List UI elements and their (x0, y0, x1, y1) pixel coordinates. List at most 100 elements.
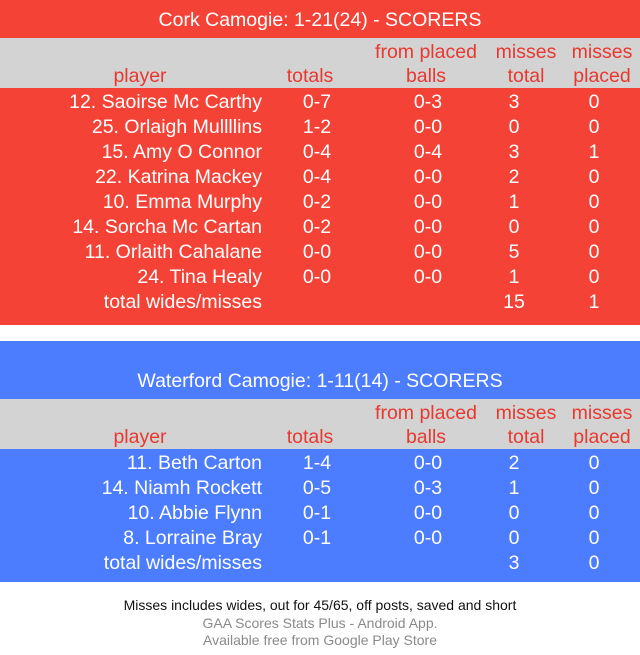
header-totals: totals (286, 65, 334, 87)
player-misses-placed: 0 (588, 216, 600, 238)
player-misses-total: 1 (508, 266, 520, 288)
cork-table-header: player totals from placed balls misses t… (0, 38, 640, 88)
header-from-placed-line1: from placed (375, 402, 477, 424)
header-misses-placed-line2: placed (573, 65, 631, 87)
cork-rows: 12. Saoirse Mc Carthy 0-7 0-3 3 0 25. Or… (0, 88, 640, 325)
player-misses-total: 0 (508, 116, 520, 138)
player-name: 8. Lorraine Bray (123, 527, 262, 549)
table-row: 12. Saoirse Mc Carthy 0-7 0-3 3 0 (0, 90, 640, 115)
cork-section: Cork Camogie: 1-21(24) - SCORERS player … (0, 0, 640, 325)
player-placed: 0-0 (413, 241, 443, 263)
table-row: 8. Lorraine Bray 0-1 0-0 0 0 (0, 526, 640, 551)
header-misses-total: misses total (488, 40, 564, 88)
player-totals: 0-7 (302, 91, 332, 113)
table-row: 24. Tina Healy 0-0 0-0 1 0 (0, 265, 640, 290)
app-credit-line2: Available free from Google Play Store (203, 632, 437, 648)
header-totals: totals (286, 426, 334, 448)
table-row: 14. Sorcha Mc Cartan 0-2 0-0 0 0 (0, 215, 640, 240)
header-from-placed-balls: from placed balls (362, 40, 490, 88)
total-misses-total: 15 (503, 291, 525, 313)
player-misses-total: 2 (508, 166, 520, 188)
waterford-section: Waterford Camogie: 1-11(14) - SCORERS pl… (0, 341, 640, 582)
player-name: 11. Orlaith Cahalane (84, 241, 262, 263)
table-row: 22. Katrina Mackey 0-4 0-0 2 0 (0, 165, 640, 190)
waterford-top-spacer (0, 341, 640, 361)
player-placed: 0-0 (413, 266, 443, 288)
player-name: 24. Tina Healy (137, 266, 262, 288)
header-misses-placed-line2: placed (573, 426, 631, 448)
player-misses-total: 0 (508, 216, 520, 238)
header-misses-total-line1: misses (495, 402, 557, 424)
player-totals: 0-4 (302, 166, 332, 188)
player-misses-total: 3 (508, 141, 520, 163)
total-misses-placed: 0 (588, 552, 600, 574)
total-misses-placed: 1 (588, 291, 600, 313)
total-misses-total: 3 (508, 552, 520, 574)
table-row: 10. Emma Murphy 0-2 0-0 1 0 (0, 190, 640, 215)
header-misses-placed-line1: misses (571, 41, 633, 63)
header-player: player (113, 426, 167, 448)
player-misses-placed: 0 (588, 191, 600, 213)
player-placed: 0-0 (413, 116, 443, 138)
player-totals: 1-2 (302, 116, 332, 138)
header-from-placed-line2: balls (405, 426, 447, 448)
player-name: 12. Saoirse Mc Carthy (69, 91, 262, 113)
player-placed: 0-0 (413, 166, 443, 188)
player-name: 11. Beth Carton (126, 452, 262, 474)
cork-title: Cork Camogie: 1-21(24) - SCORERS (158, 9, 482, 31)
player-placed: 0-0 (413, 191, 443, 213)
player-name: 15. Amy O Connor (101, 141, 262, 163)
player-misses-placed: 0 (588, 527, 600, 549)
waterford-rows: 11. Beth Carton 1-4 0-0 2 0 14. Niamh Ro… (0, 449, 640, 582)
player-misses-placed: 0 (588, 91, 600, 113)
player-misses-total: 2 (508, 452, 520, 474)
player-totals: 0-4 (302, 141, 332, 163)
player-name: 22. Katrina Mackey (95, 166, 262, 188)
total-label: total wides/misses (103, 552, 262, 574)
player-misses-placed: 0 (588, 266, 600, 288)
player-misses-total: 1 (508, 191, 520, 213)
table-row: 14. Niamh Rockett 0-5 0-3 1 0 (0, 476, 640, 501)
table-row: 10. Abbie Flynn 0-1 0-0 0 0 (0, 501, 640, 526)
player-misses-placed: 0 (588, 241, 600, 263)
player-misses-placed: 0 (588, 452, 600, 474)
player-name: 10. Emma Murphy (102, 191, 262, 213)
waterford-table-header: player totals from placed balls misses t… (0, 399, 640, 449)
player-name: 14. Sorcha Mc Cartan (72, 216, 262, 238)
player-misses-placed: 0 (588, 502, 600, 524)
player-misses-placed: 0 (588, 477, 600, 499)
header-from-placed-balls: from placed balls (362, 401, 490, 449)
header-misses-total-line2: total (507, 65, 545, 87)
player-misses-placed: 1 (588, 141, 600, 163)
player-totals: 0-1 (302, 502, 332, 524)
player-name: 25. Orlaigh Mullllins (91, 116, 262, 138)
player-placed: 0-0 (413, 216, 443, 238)
table-row: 15. Amy O Connor 0-4 0-4 3 1 (0, 140, 640, 165)
player-name: 14. Niamh Rockett (101, 477, 262, 499)
header-player: player (113, 65, 167, 87)
total-row: total wides/misses 3 0 (0, 551, 640, 576)
player-name: 10. Abbie Flynn (127, 502, 262, 524)
player-placed: 0-4 (413, 141, 443, 163)
table-row: 11. Orlaith Cahalane 0-0 0-0 5 0 (0, 240, 640, 265)
player-placed: 0-3 (413, 91, 443, 113)
player-misses-total: 0 (508, 502, 520, 524)
player-misses-total: 1 (508, 477, 520, 499)
player-placed: 0-0 (413, 452, 443, 474)
table-row: 25. Orlaigh Mullllins 1-2 0-0 0 0 (0, 115, 640, 140)
total-row: total wides/misses 15 1 (0, 290, 640, 315)
header-misses-placed: misses placed (564, 40, 640, 88)
misses-note: Misses includes wides, out for 45/65, of… (123, 597, 517, 613)
waterford-title: Waterford Camogie: 1-11(14) - SCORERS (137, 370, 503, 392)
header-misses-placed-line1: misses (571, 402, 633, 424)
player-totals: 0-1 (302, 527, 332, 549)
header-misses-placed: misses placed (564, 401, 640, 449)
table-row: 11. Beth Carton 1-4 0-0 2 0 (0, 451, 640, 476)
total-label: total wides/misses (103, 291, 262, 313)
player-totals: 1-4 (302, 452, 332, 474)
player-totals: 0-0 (302, 241, 332, 263)
footer: Misses includes wides, out for 45/65, of… (0, 582, 640, 648)
player-totals: 0-5 (302, 477, 332, 499)
header-misses-total: misses total (488, 401, 564, 449)
